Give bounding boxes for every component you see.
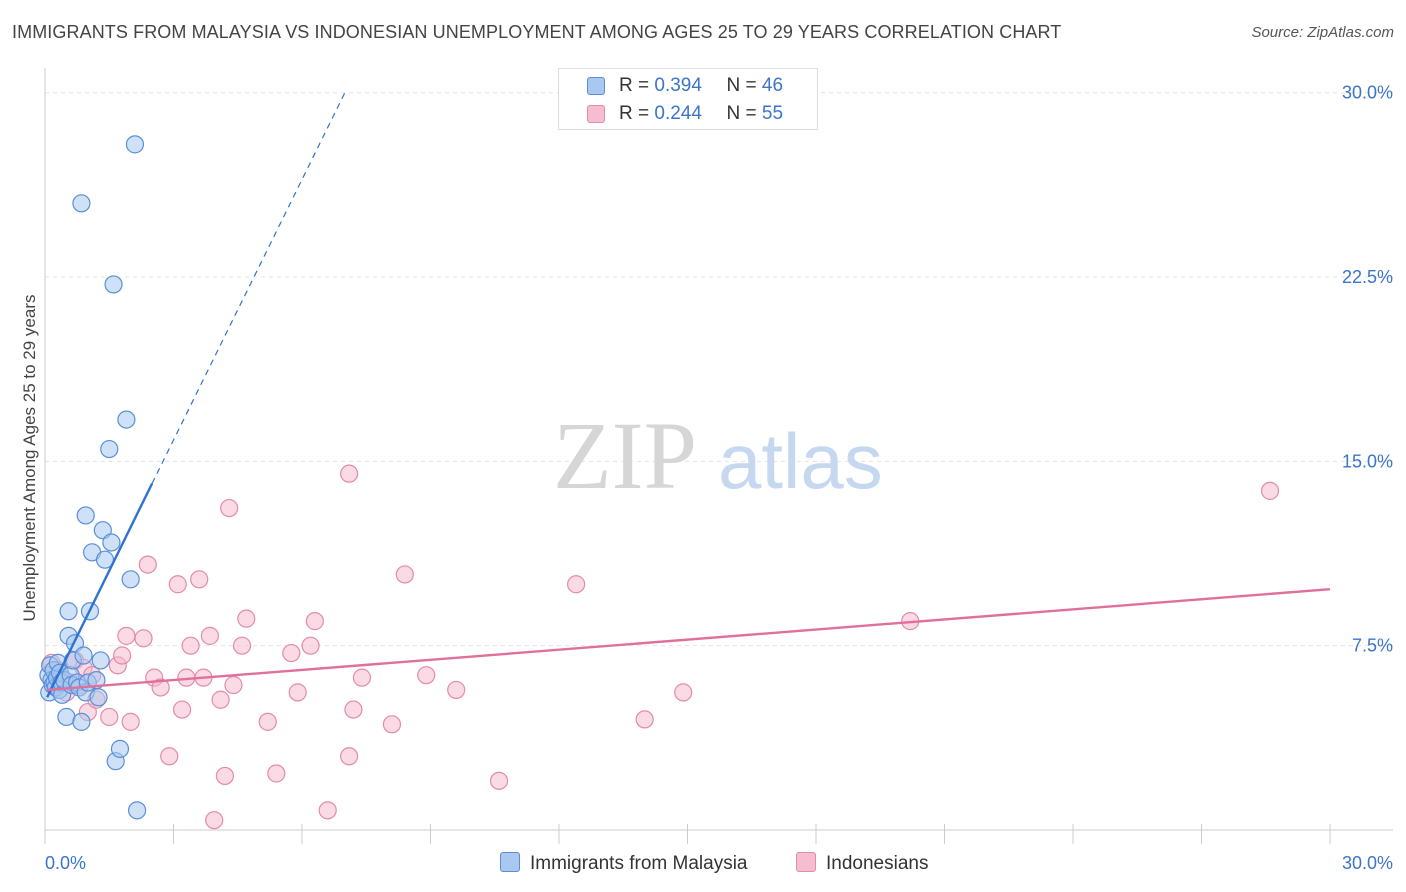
indonesians-point [220,498,239,518]
indonesians-point [318,801,337,820]
legend-n-label: N = [726,75,757,96]
tick-layer: 7.5% 15.0% 22.5% 30.0% 0.0% 30.0% [45,83,1393,873]
indonesians-point [151,678,170,697]
indonesians-point [232,636,252,655]
chart-title: IMMIGRANTS FROM MALAYSIA VS INDONESIAN U… [12,22,1062,42]
indonesians-point [112,646,132,665]
legend-label-malaysia: Immigrants from Malaysia [530,853,748,874]
legend-swatch-malaysia [587,77,605,95]
indonesians-point [352,668,372,687]
axis-layer [44,68,1393,844]
x-tick-label: 0.0% [45,853,86,873]
watermark-atlas: atlas [718,417,883,505]
legend-swatch-indonesians [796,852,816,872]
grid-layer [45,92,1393,647]
trend-layer [46,92,1331,698]
legend-n-value: 46 [761,75,784,96]
malaysia-trend-extension [151,92,346,484]
legend-swatch-indonesians [587,105,605,123]
malaysia-point [72,712,91,731]
indonesians-point [258,712,277,731]
malaysia-point [102,533,121,552]
indonesians-point [288,683,307,702]
y-tick-label: 7.5% [1352,636,1393,656]
source-label: Source: ZipAtlas.com [1251,24,1394,41]
malaysia-point [127,801,147,820]
legend-r-label: R = [619,103,650,124]
legend-r-label: R = [619,75,650,96]
indonesians-point [340,747,359,766]
malaysia-point [91,651,110,670]
malaysia-point [100,439,119,459]
legend-n-label: N = [726,103,757,124]
indonesians-point [305,612,324,631]
legend-r-value: 0.394 [654,75,702,96]
indonesians-point [117,626,136,645]
indonesians-point [340,464,359,483]
indonesians-point [138,555,157,574]
indonesians-point [447,680,466,700]
watermark-zip: ZIP [553,402,697,509]
indonesians-point [134,629,153,648]
indonesians-points [42,464,1280,830]
malaysia-point [59,602,78,621]
indonesians-point [674,683,693,702]
indonesians-point [567,575,586,594]
malaysia-point [74,646,93,665]
indonesians-point [211,690,230,709]
indonesians-point [215,766,234,786]
indonesians-point [224,675,243,695]
indonesians-point [121,712,140,731]
indonesians-point [267,764,286,783]
indonesians-point [344,700,363,719]
indonesians-point [181,636,200,655]
malaysia-points [39,135,147,820]
malaysia-point [57,707,76,727]
indonesians-point [100,707,119,727]
indonesians-point [282,643,301,663]
legend-r-value: 0.244 [654,103,702,124]
malaysia-point [72,194,91,213]
malaysia-point [104,275,123,294]
legend-item-indonesians[interactable]: Indonesians [796,852,928,875]
indonesians-point [382,715,402,734]
y-tick-label: 22.5% [1342,267,1393,287]
legend-swatch-malaysia [500,852,520,872]
indonesians-point [417,666,436,685]
indonesians-trend-line [47,587,1331,692]
indonesians-point [635,710,654,729]
indonesians-point [237,609,256,628]
malaysia-point [110,739,130,759]
y-axis-label: Unemployment Among Ages 25 to 29 years [20,294,39,622]
malaysia-point [76,506,95,525]
malaysia-point [93,521,112,540]
indonesians-point [172,700,192,719]
y-tick-label: 15.0% [1342,451,1393,471]
legend-n-value: 55 [761,103,784,124]
indonesians-point [160,747,179,766]
legend-stats: R = 0.394 N = 46 R = 0.244 N = 55 [558,68,818,130]
y-tick-label: 30.0% [1342,83,1393,103]
malaysia-point [125,135,145,154]
indonesians-point [205,811,224,830]
legend-item-malaysia[interactable]: Immigrants from Malaysia [500,852,748,875]
malaysia-point [89,688,108,707]
indonesians-point [200,626,220,645]
malaysia-point [121,570,140,589]
x-tick-label: 30.0% [1342,853,1393,873]
malaysia-trend-line [46,482,154,698]
malaysia-point [117,410,136,429]
indonesians-point [1260,481,1280,500]
indonesians-point [301,636,320,655]
indonesians-point [395,565,414,584]
indonesians-point [190,570,209,589]
legend-label-indonesians: Indonesians [826,853,929,874]
indonesians-point [168,575,187,594]
indonesians-point [489,771,509,790]
